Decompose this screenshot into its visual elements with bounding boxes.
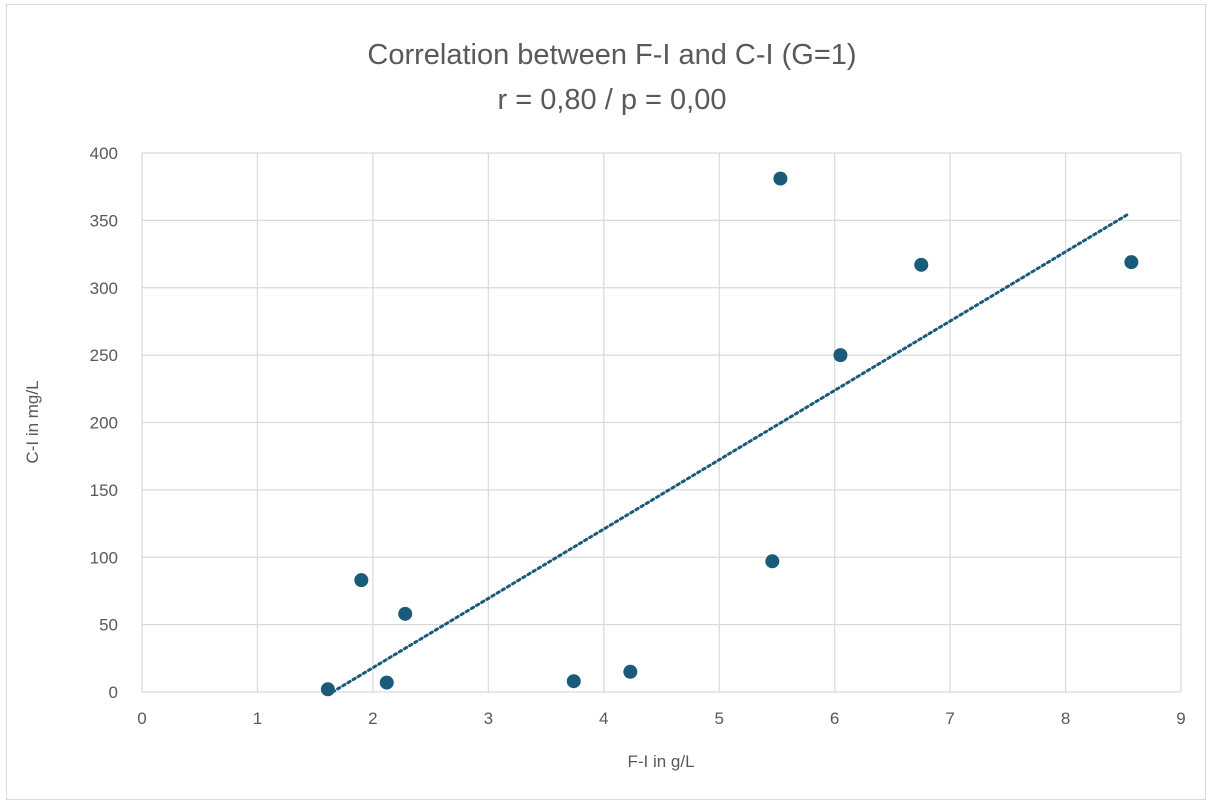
x-tick-label: 0 bbox=[137, 709, 146, 728]
tick-labels: 0 1 2 3 4 5 6 7 8 9 0 50 100 150 200 250 300 350 400 bbox=[90, 144, 1186, 728]
data-point bbox=[773, 171, 788, 186]
chart-frame bbox=[6, 4, 1206, 800]
y-tick-label: 50 bbox=[99, 616, 118, 635]
y-tick-label: 300 bbox=[90, 279, 118, 298]
y-axis-label: C-I in mg/L bbox=[23, 380, 42, 463]
y-tick-label: 150 bbox=[90, 481, 118, 500]
x-tick-label: 6 bbox=[830, 709, 839, 728]
data-point bbox=[833, 348, 848, 363]
x-tick-label: 3 bbox=[484, 709, 493, 728]
data-point bbox=[354, 573, 369, 588]
data-point bbox=[623, 664, 638, 679]
chart-subtitle: r = 0,80 / p = 0,00 bbox=[498, 84, 727, 116]
y-tick-label: 250 bbox=[90, 346, 118, 365]
y-tick-label: 0 bbox=[109, 683, 118, 702]
x-tick-label: 2 bbox=[368, 709, 377, 728]
x-tick-label: 7 bbox=[945, 709, 954, 728]
x-tick-label: 4 bbox=[599, 709, 608, 728]
grid-lines bbox=[141, 152, 1182, 693]
data-point bbox=[765, 554, 780, 569]
data-point bbox=[320, 682, 335, 697]
data-points bbox=[320, 171, 1139, 697]
x-axis-label: F-I in g/L bbox=[627, 752, 694, 771]
trendline bbox=[330, 212, 1131, 694]
x-tick-label: 9 bbox=[1176, 709, 1185, 728]
data-point bbox=[398, 606, 413, 621]
y-tick-label: 200 bbox=[90, 414, 118, 433]
y-tick-label: 400 bbox=[90, 144, 118, 163]
data-point bbox=[1124, 255, 1139, 270]
trendline-layer bbox=[330, 212, 1131, 694]
chart-title: Correlation between F-I and C-I (G=1) bbox=[367, 39, 856, 71]
x-tick-label: 8 bbox=[1061, 709, 1070, 728]
data-point bbox=[566, 674, 581, 689]
data-point bbox=[379, 675, 394, 690]
x-tick-label: 5 bbox=[714, 709, 723, 728]
y-tick-label: 350 bbox=[90, 211, 118, 230]
y-tick-label: 100 bbox=[90, 548, 118, 567]
x-tick-label: 1 bbox=[253, 709, 262, 728]
data-point bbox=[914, 257, 929, 272]
